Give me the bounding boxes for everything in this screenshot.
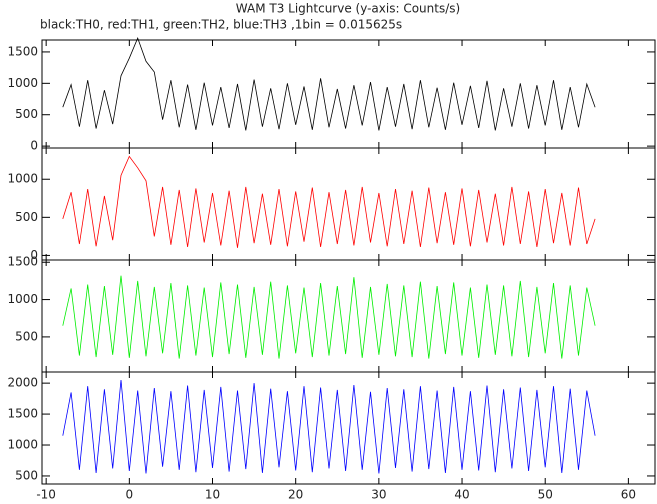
- x-tick-label: 40: [454, 488, 469, 502]
- y-tick-label: 1000: [7, 172, 38, 186]
- x-tick-label: 50: [538, 488, 553, 502]
- y-tick-label: 1000: [7, 76, 38, 90]
- y-tick-label: 500: [15, 107, 38, 121]
- data-line: [62, 379, 596, 474]
- chart-subtitle: black:TH0, red:TH1, green:TH2, blue:TH3 …: [40, 18, 402, 32]
- y-tick-label: 0: [30, 248, 38, 262]
- y-tick-label: 500: [15, 468, 38, 482]
- y-tick-label: 1000: [7, 292, 38, 306]
- x-tick-label: 20: [288, 488, 303, 502]
- y-tick-label: 0: [30, 139, 38, 153]
- x-tick-label: 0: [126, 488, 134, 502]
- panel-frame: [41, 147, 656, 261]
- data-line: [62, 275, 596, 359]
- panel-frame: [41, 39, 656, 149]
- y-tick-label: 2000: [7, 376, 38, 390]
- data-line: [62, 36, 596, 131]
- y-tick-label: 1500: [7, 44, 38, 58]
- x-tick-label: -10: [36, 488, 56, 502]
- y-tick-label: 1500: [7, 407, 38, 421]
- panel-frame: [41, 371, 656, 485]
- y-tick-label: 1000: [7, 438, 38, 452]
- data-line: [62, 155, 596, 248]
- y-tick-label: 500: [15, 329, 38, 343]
- x-tick-label: 30: [371, 488, 386, 502]
- x-tick-label: 60: [621, 488, 636, 502]
- chart-title: WAM T3 Lightcurve (y-axis: Counts/s): [236, 2, 460, 16]
- x-tick-label: 10: [205, 488, 220, 502]
- y-tick-label: 1500: [7, 255, 38, 269]
- y-tick-label: 500: [15, 210, 38, 224]
